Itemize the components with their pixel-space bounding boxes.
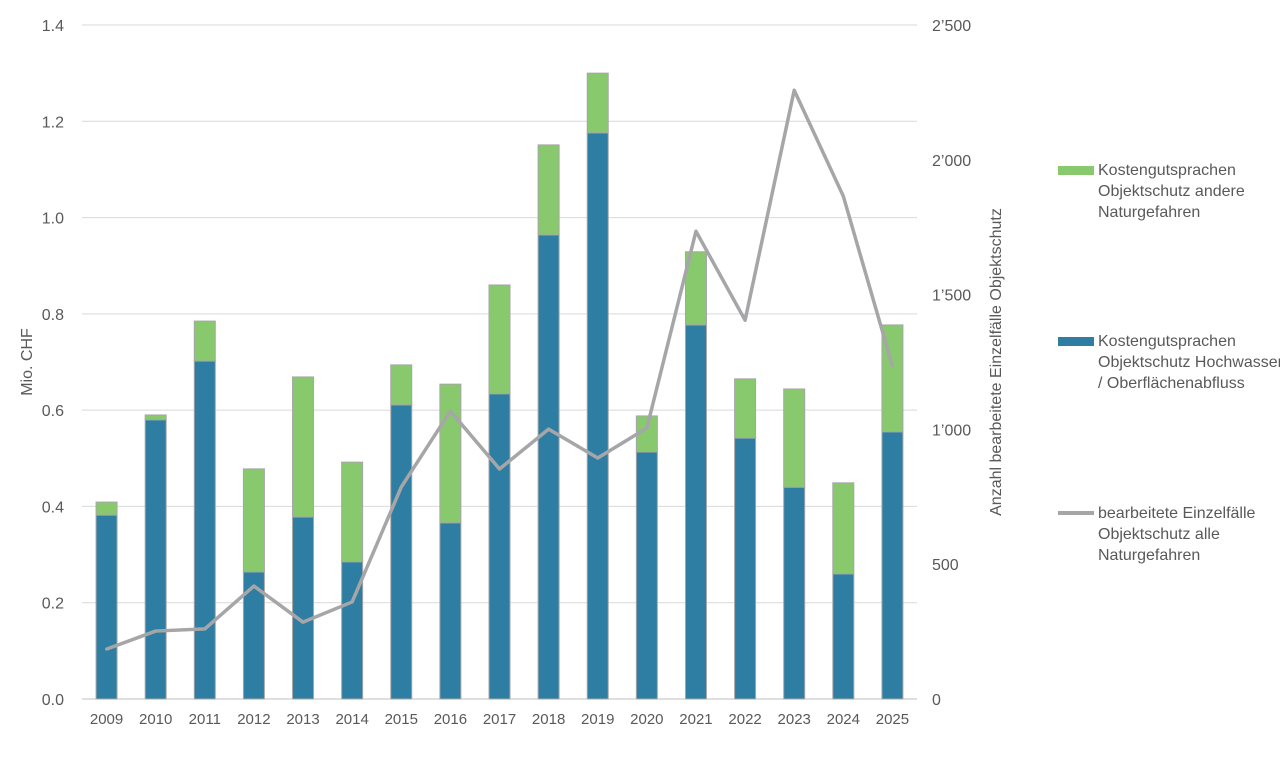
bar-andere-2022 xyxy=(734,378,757,439)
legend-swatch-green xyxy=(1058,166,1094,175)
line-point-2015 xyxy=(399,485,403,489)
y-tick-label: 0.4 xyxy=(42,499,64,516)
bar-hochwasser-2016 xyxy=(439,522,462,700)
bar-hochwasser-2010 xyxy=(144,419,167,700)
bar-hochwasser-2024 xyxy=(832,573,855,700)
line-point-2024 xyxy=(841,194,845,198)
line-point-2014 xyxy=(350,600,354,604)
x-tick-label: 2017 xyxy=(483,711,516,728)
x-tick-label: 2011 xyxy=(189,711,221,728)
x-tick-label: 2019 xyxy=(581,711,614,728)
x-tick-label: 2010 xyxy=(139,711,172,728)
legend-label: Kostengutsprachen Objektschutz andere Na… xyxy=(1098,162,1245,221)
line-point-2012 xyxy=(252,584,256,588)
bar-hochwasser-2013 xyxy=(292,516,315,700)
bar-andere-2023 xyxy=(783,388,806,488)
bar-andere-2018 xyxy=(537,144,560,236)
line-point-2009 xyxy=(105,647,109,651)
bar-andere-2010 xyxy=(144,414,167,421)
bar-andere-2016 xyxy=(439,383,462,524)
line-point-2019 xyxy=(596,456,600,460)
y-tick-label: 0.0 xyxy=(42,692,64,709)
x-tick-label: 2009 xyxy=(90,711,123,728)
y-tick-label: 0.2 xyxy=(42,596,64,613)
bar-hochwasser-2018 xyxy=(537,234,560,700)
line-point-2025 xyxy=(890,364,894,368)
x-tick-label: 2023 xyxy=(778,711,811,728)
x-tick-label: 2024 xyxy=(827,711,860,728)
bar-andere-2014 xyxy=(341,461,364,563)
line-point-2023 xyxy=(792,88,796,92)
y-axis-label: Mio. CHF xyxy=(19,328,36,396)
bar-hochwasser-2022 xyxy=(734,437,757,700)
bar-hochwasser-2009 xyxy=(95,514,118,700)
line-point-2020 xyxy=(645,426,649,430)
y2-tick-label: 2’500 xyxy=(932,18,971,35)
y-tick-label: 0.6 xyxy=(42,403,64,420)
line-point-2018 xyxy=(547,427,551,431)
bar-andere-2013 xyxy=(292,376,315,518)
y2-tick-label: 0 xyxy=(932,692,941,709)
bar-andere-2015 xyxy=(390,364,413,406)
bar-andere-2021 xyxy=(684,251,707,326)
legend-line-gray xyxy=(1058,511,1094,515)
x-tick-label: 2020 xyxy=(630,711,663,728)
bar-hochwasser-2023 xyxy=(783,486,806,700)
bar-hochwasser-2017 xyxy=(488,393,511,700)
y-tick-label: 1.0 xyxy=(42,211,64,228)
legend-label: bearbeitete Einzelfälle Objektschutz all… xyxy=(1098,505,1256,564)
x-tick-label: 2022 xyxy=(728,711,761,728)
y2-tick-label: 500 xyxy=(932,557,959,574)
line-point-2013 xyxy=(301,620,305,624)
line-point-2010 xyxy=(154,629,158,633)
line-point-2016 xyxy=(448,409,452,413)
bar-andere-2024 xyxy=(832,482,855,575)
legend-label: Kostengutsprachen Objektschutz Hochwasse… xyxy=(1098,333,1280,392)
y2-axis-label: Anzahl bearbeitete Einzelfälle Objektsch… xyxy=(988,208,1005,516)
bar-hochwasser-2020 xyxy=(635,451,658,700)
x-tick-label: 2014 xyxy=(335,711,368,728)
x-tick-label: 2021 xyxy=(679,711,712,728)
bar-andere-2019 xyxy=(586,72,609,134)
bar-andere-2009 xyxy=(95,501,118,516)
x-tick-label: 2013 xyxy=(286,711,319,728)
line-point-2021 xyxy=(694,229,698,233)
bar-hochwasser-2025 xyxy=(881,431,904,700)
bar-hochwasser-2019 xyxy=(586,132,609,700)
y2-tick-label: 1’000 xyxy=(932,422,971,439)
line-point-2011 xyxy=(203,627,207,631)
y2-tick-label: 2’000 xyxy=(932,153,971,170)
y-tick-label: 1.2 xyxy=(42,114,64,131)
bar-andere-2012 xyxy=(242,468,265,573)
x-tick-label: 2012 xyxy=(237,711,270,728)
bar-andere-2017 xyxy=(488,284,511,395)
x-tick-label: 2016 xyxy=(434,711,467,728)
x-tick-label: 2018 xyxy=(532,711,565,728)
line-point-2022 xyxy=(743,318,747,322)
bar-hochwasser-2011 xyxy=(193,360,216,700)
y-tick-label: 1.4 xyxy=(42,18,64,35)
bar-andere-2011 xyxy=(193,320,216,362)
y2-tick-label: 1’500 xyxy=(932,288,971,305)
bar-hochwasser-2015 xyxy=(390,404,413,700)
x-tick-label: 2015 xyxy=(385,711,418,728)
line-point-2017 xyxy=(498,467,501,471)
bar-hochwasser-2021 xyxy=(684,324,707,700)
x-tick-label: 2025 xyxy=(876,711,909,728)
y-tick-label: 0.8 xyxy=(42,307,64,324)
legend-swatch-blue xyxy=(1058,337,1094,346)
